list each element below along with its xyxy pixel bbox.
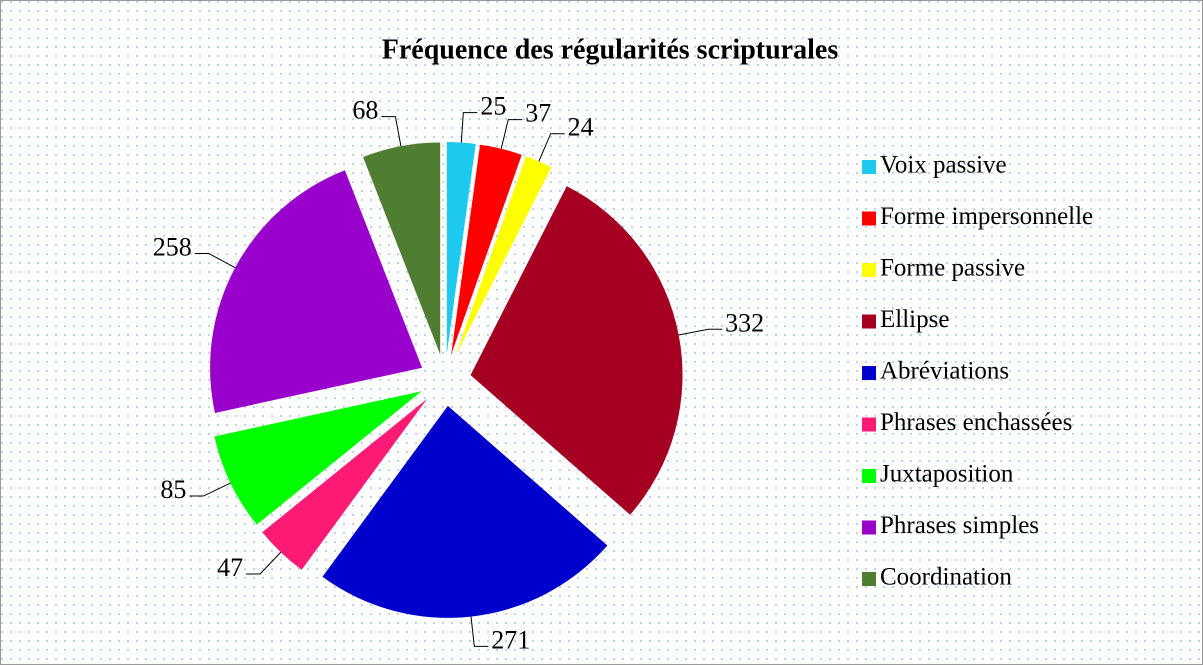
pie-slice	[451, 144, 522, 355]
legend-swatch	[862, 417, 876, 432]
data-label: 68	[352, 96, 378, 125]
leader-line	[470, 616, 489, 647]
legend-swatch	[862, 314, 876, 329]
leader-line	[194, 252, 236, 269]
legend-swatch	[862, 520, 876, 535]
data-label: 25	[480, 92, 506, 121]
data-label: 24	[568, 113, 594, 142]
data-label: 85	[160, 475, 186, 504]
pie-slice	[262, 398, 428, 570]
legend-label: Forme impersonnelle	[880, 203, 1093, 230]
leader-line	[500, 119, 523, 149]
pie: 25 37 24 332 271 47 85 258 68	[153, 92, 764, 655]
legend-label: Coordination	[880, 564, 1012, 591]
legend-swatch	[862, 160, 876, 174]
leader-line	[381, 116, 402, 147]
pie-slice	[322, 405, 608, 618]
data-label: 47	[217, 553, 243, 582]
legend-label: Voix passive	[880, 152, 1007, 179]
legend-label: Juxtaposition	[880, 461, 1014, 488]
pie-slice	[210, 170, 423, 413]
pie-slice	[455, 156, 552, 357]
legend-swatch	[862, 469, 876, 483]
data-label: 332	[725, 308, 764, 337]
leader-line	[246, 551, 282, 575]
pie-slice	[363, 142, 441, 355]
legend-label: Phrases simples	[880, 512, 1039, 539]
legend: Voix passive Forme impersonnelle Forme pas…	[862, 152, 1093, 591]
data-label: 271	[491, 625, 530, 654]
leader-line	[678, 328, 723, 336]
legend-swatch	[862, 263, 876, 277]
chart-title: Fréquence des régularités scripturales	[382, 34, 839, 65]
legend-swatch	[862, 366, 876, 380]
leader-line	[538, 133, 565, 162]
leader-line	[189, 482, 231, 497]
legend-label: Abréviations	[880, 358, 1009, 385]
legend-label: Ellipse	[880, 306, 949, 333]
pie-slice	[214, 391, 422, 525]
legend-label: Phrases enchassées	[880, 409, 1072, 436]
legend-label: Forme passive	[880, 255, 1025, 282]
legend-swatch	[862, 572, 876, 586]
data-label: 258	[153, 232, 192, 261]
leader-line	[460, 112, 478, 143]
legend-swatch	[862, 211, 876, 226]
data-label: 37	[525, 99, 551, 128]
pie-slice	[470, 186, 683, 515]
pie-slice	[446, 142, 476, 355]
